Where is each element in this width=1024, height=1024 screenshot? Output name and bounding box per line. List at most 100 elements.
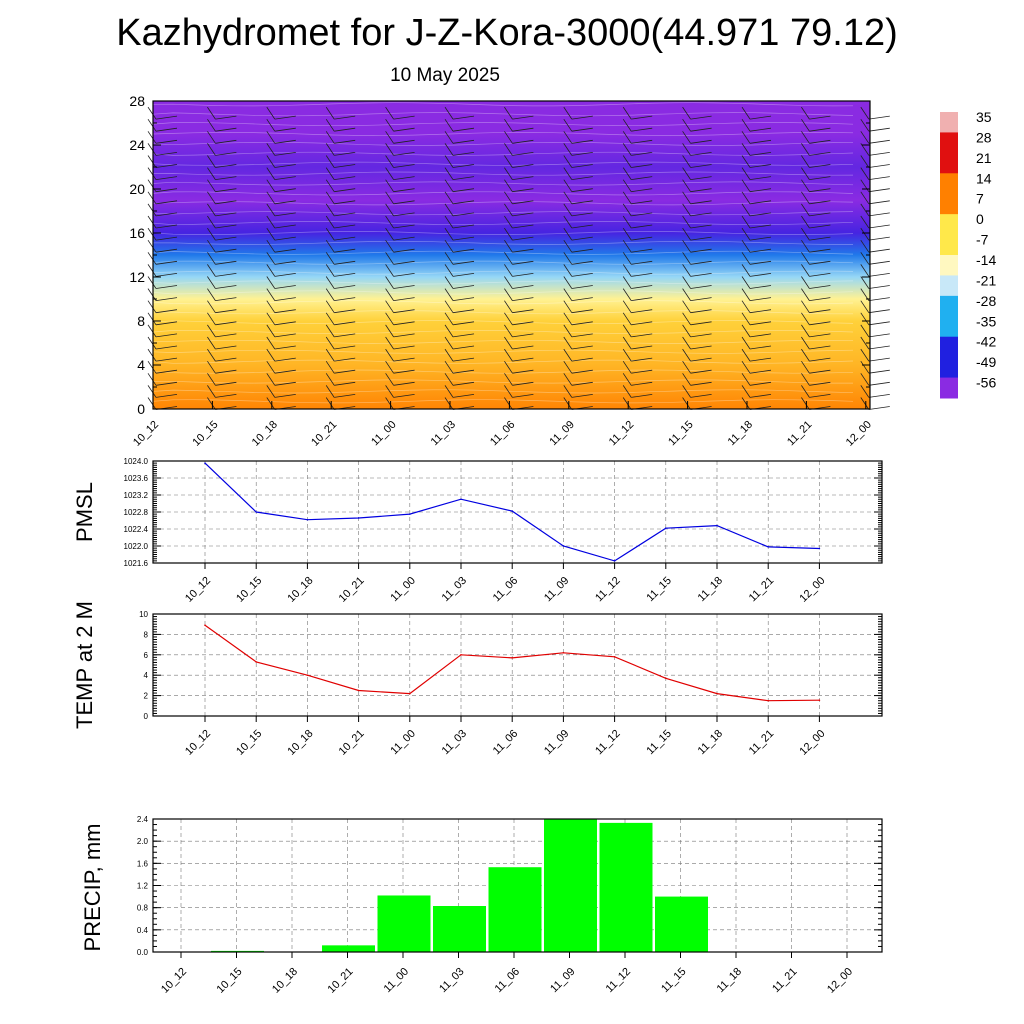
wind-barb xyxy=(749,188,772,193)
wind-barb xyxy=(868,406,890,410)
wind-barb xyxy=(334,394,356,398)
x-tick-label: 10_21 xyxy=(337,575,367,605)
wind-barb xyxy=(749,224,772,229)
isotherm-contour xyxy=(152,320,854,325)
wind-barb xyxy=(207,131,216,144)
wind-barb xyxy=(512,236,534,241)
wind-barb xyxy=(147,252,157,265)
wind-barb xyxy=(207,106,216,120)
wind-barb xyxy=(504,312,513,326)
wind-barb xyxy=(452,164,475,168)
y-tick-label: 0.8 xyxy=(137,904,149,913)
wind-barb xyxy=(504,106,513,120)
wind-barb xyxy=(274,321,296,326)
wind-barb xyxy=(682,179,691,192)
wind-barb xyxy=(334,248,356,253)
wind-barb xyxy=(512,164,534,168)
wind-barb xyxy=(385,155,394,168)
wind-barb xyxy=(749,381,772,386)
wind-barb xyxy=(334,273,356,277)
wind-barb xyxy=(571,309,593,314)
wind-barb xyxy=(860,385,870,398)
x-tick-label: 11_15 xyxy=(644,728,674,758)
wind-barb xyxy=(571,248,593,253)
wind-barb xyxy=(749,394,772,398)
isotherm-contour xyxy=(152,201,854,206)
wind-barb xyxy=(452,139,475,144)
wind-barb xyxy=(385,118,394,132)
wind-barb xyxy=(266,215,276,229)
wind-barb xyxy=(215,333,237,338)
wind-barb xyxy=(444,106,454,120)
wind-barb xyxy=(809,127,831,132)
y-tick-label: 1022.4 xyxy=(124,525,149,534)
wind-barb xyxy=(274,369,296,374)
wind-barb xyxy=(444,155,454,168)
wind-barb xyxy=(690,309,712,314)
wind-barb xyxy=(682,312,691,326)
wind-barb xyxy=(147,300,157,313)
wind-barb xyxy=(215,115,237,120)
wind-barb xyxy=(809,297,831,301)
wind-barb xyxy=(682,252,691,265)
wind-barb xyxy=(622,118,632,132)
wind-barb xyxy=(207,155,216,168)
wind-barb xyxy=(207,143,216,156)
wind-barb xyxy=(622,227,632,241)
colorbar-segment xyxy=(940,275,958,297)
wind-barb xyxy=(801,385,810,398)
wind-barb xyxy=(385,167,394,180)
wind-barb xyxy=(147,336,157,350)
wind-barb xyxy=(325,288,335,301)
wind-barb xyxy=(207,264,216,277)
wind-barb xyxy=(274,115,296,120)
wind-barb xyxy=(682,227,691,241)
wind-barb xyxy=(274,345,296,350)
wind-barb xyxy=(452,200,475,205)
x-tick-label: 10_18 xyxy=(285,575,315,605)
y-tick-label: 1024.0 xyxy=(124,457,149,466)
wind-barb xyxy=(741,276,751,289)
wind-barb xyxy=(682,131,691,144)
wind-barb xyxy=(563,312,573,326)
y-tick-label: 2.0 xyxy=(137,837,149,846)
wind-barb xyxy=(334,285,356,289)
wind-barb xyxy=(801,131,810,144)
y-tick-label: 1023.6 xyxy=(124,474,149,483)
wind-barb xyxy=(147,385,157,398)
wind-barb xyxy=(690,236,712,241)
wind-barb xyxy=(809,188,831,193)
wind-barb xyxy=(512,273,534,277)
y-tick-label: 0 xyxy=(137,401,145,417)
wind-barb xyxy=(444,131,454,144)
wind-barb xyxy=(801,324,810,338)
wind-barb xyxy=(393,297,415,301)
wind-barb xyxy=(385,373,394,386)
wind-barb xyxy=(444,227,454,241)
wind-barb xyxy=(563,288,573,301)
wind-barb xyxy=(860,397,870,410)
wind-barb xyxy=(801,288,810,301)
wind-barb xyxy=(393,309,415,314)
colorbar-segment xyxy=(940,295,958,317)
wind-barb xyxy=(385,264,394,277)
wind-barb xyxy=(809,152,831,156)
wind-barb xyxy=(682,143,691,156)
wind-barb xyxy=(274,152,296,156)
isotherm-contour xyxy=(152,211,854,216)
wind-barb xyxy=(334,200,356,205)
wind-barb xyxy=(504,155,513,168)
wind-barb xyxy=(207,203,216,217)
x-tick-label: 11_03 xyxy=(437,966,467,996)
wind-barb xyxy=(622,288,632,301)
wind-barb xyxy=(809,139,831,144)
wind-barb xyxy=(749,139,772,144)
wind-barb xyxy=(682,300,691,313)
wind-barb xyxy=(563,300,573,313)
wind-barb xyxy=(690,139,712,144)
wind-barb xyxy=(266,288,276,301)
wind-barb xyxy=(155,236,178,241)
y-tick-label: 1023.2 xyxy=(124,491,149,500)
wind-barb xyxy=(860,191,870,205)
temp-data-point xyxy=(460,654,462,656)
